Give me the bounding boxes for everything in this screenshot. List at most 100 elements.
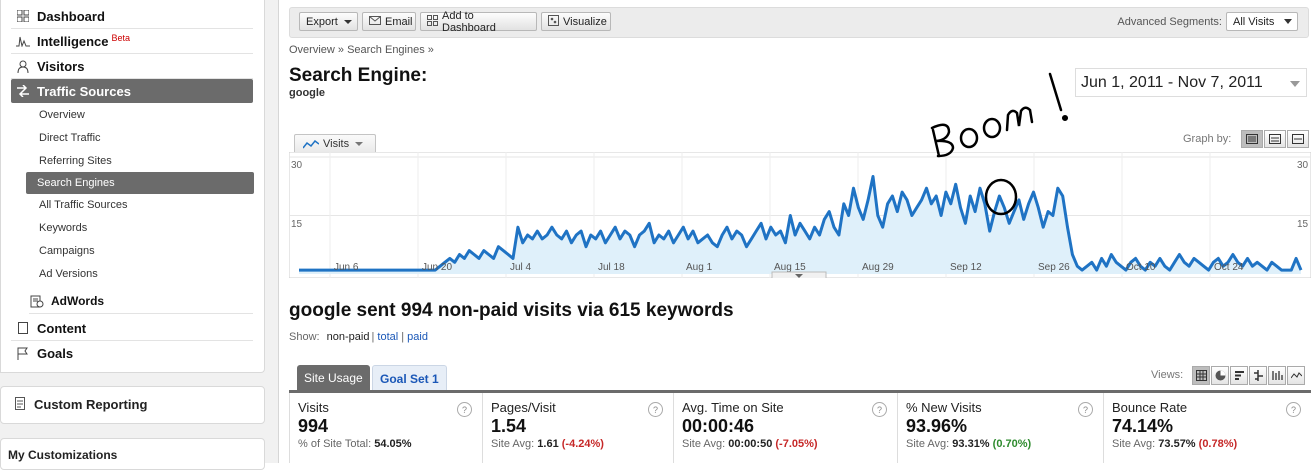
export-button[interactable]: Export [299,12,358,31]
export-label: Export [306,15,338,28]
scorecard-value: 74.14% [1112,416,1174,436]
chevron-down-icon [355,142,364,146]
person-icon [15,59,31,73]
footer-value: 1.61 [537,438,559,450]
graph-by-week-button[interactable] [1264,130,1286,148]
visualize-button[interactable]: Visualize [541,12,611,31]
my-customizations-panel[interactable]: My Customizations [0,438,265,470]
x-tick-label: Jul 4 [510,262,532,273]
view-pie-button[interactable] [1211,366,1229,385]
scorecard-label: % New Visits [906,400,982,415]
sub-nav-search-engines[interactable]: Search Engines [26,172,254,194]
adwords-icon [29,294,45,308]
pivot-icon [1271,371,1283,380]
sparkline-icon [1290,372,1302,379]
graph-by-month-button[interactable] [1287,130,1309,148]
report-icon [15,397,25,413]
sub-nav-direct-traffic[interactable]: Direct Traffic [39,132,101,144]
help-icon[interactable]: ? [1286,402,1301,417]
footer-delta: (0.78%) [1198,438,1238,450]
scorecard-footer: % of Site Total: 54.05% [298,438,474,450]
dashboard-grid-icon [427,14,438,29]
scorecards: Visits 994 % of Site Total: 54.05% ? Pag… [289,393,1311,463]
tab-goal-set-1[interactable]: Goal Set 1 [372,365,447,391]
nav-label: Content [37,320,87,336]
graph-metric-select[interactable]: Visits [294,134,376,153]
sub-nav-referring-sites[interactable]: Referring Sites [39,155,112,167]
scorecard-avg-time-on-site[interactable]: Avg. Time on Site 00:00:46 Site Avg: 00:… [674,393,898,463]
sidebar: Dashboard Intelligence Beta Visitors Tra… [0,0,279,470]
graph-metric-value: Visits [323,138,350,150]
scorecard-value: 93.96% [906,416,968,436]
nav-adwords[interactable]: AdWords [29,289,253,314]
add-to-dashboard-button[interactable]: Add to Dashboard [420,10,537,34]
sub-nav-keywords[interactable]: Keywords [39,222,88,234]
x-tick-label: Oct 24 [1214,262,1244,273]
nav-label: Intelligence [37,33,109,49]
view-comparison-button[interactable] [1249,366,1267,385]
custom-reporting-panel[interactable]: Custom Reporting [0,386,265,424]
beta-badge: Beta [111,33,131,43]
pie-icon [1215,370,1225,381]
sub-nav-overview[interactable]: Overview [39,109,85,121]
x-axis-labels: Jun 6 Jun 20 Jul 4 Jul 18 Aug 1 Aug 15 Aug 29 S… [334,262,1244,273]
tab-site-usage[interactable]: Site Usage [297,365,370,391]
sub-nav-all-traffic-sources[interactable]: All Traffic Sources [39,199,128,211]
y-tick-15: 15 [291,219,303,230]
scorecard-footer: Site Avg: 93.31% (0.70%) [906,438,1095,450]
grid-icon [15,9,31,23]
help-icon[interactable]: ? [1078,402,1093,417]
nav-intelligence[interactable]: Intelligence Beta [11,29,253,54]
nav-visitors[interactable]: Visitors [11,54,253,79]
scorecard-pages-per-visit[interactable]: Pages/Visit 1.54 Site Avg: 1.61 (-4.24%)… [483,393,674,463]
my-customizations-label: My Customizations [8,448,118,462]
view-sparkline-button[interactable] [1287,366,1305,385]
x-tick-label: Jun 20 [422,262,452,273]
footer-prefix: Site Avg: [1112,438,1159,450]
view-bar-button[interactable] [1230,366,1248,385]
sub-nav-ad-versions[interactable]: Ad Versions [39,268,98,280]
show-paid-link[interactable]: paid [407,331,428,343]
help-icon[interactable]: ? [872,402,887,417]
nav-traffic-sources[interactable]: Traffic Sources [11,79,253,103]
graph-by-label: Graph by: [1183,133,1232,145]
report-headline: google sent 994 non-paid visits via 615 … [289,300,734,321]
sub-nav-campaigns[interactable]: Campaigns [39,245,95,257]
nav-goals[interactable]: Goals [11,341,253,365]
scorecard-label: Visits [298,400,329,415]
footer-value: 93.31% [952,438,990,450]
nav-content[interactable]: Content [11,316,253,341]
footer-delta: (-4.24%) [561,438,604,450]
date-range-value: Jun 1, 2011 - Nov 7, 2011 [1081,73,1263,91]
x-tick-label: Aug 15 [774,262,806,273]
scorecard-footer: Site Avg: 00:00:50 (-7.05%) [682,438,889,450]
help-icon[interactable]: ? [457,402,472,417]
x-tick-label: Aug 29 [862,262,894,273]
x-tick-label: Sep 26 [1038,262,1070,273]
date-range-picker[interactable]: Jun 1, 2011 - Nov 7, 2011 [1075,68,1307,97]
advanced-segments-label: Advanced Segments: [1117,16,1222,28]
show-total-link[interactable]: total [377,331,399,343]
scorecard-new-visits[interactable]: % New Visits 93.96% Site Avg: 93.31% (0.… [898,393,1104,463]
graph-by-day-button[interactable] [1241,130,1263,148]
scorecard-visits[interactable]: Visits 994 % of Site Total: 54.05% ? [290,393,483,463]
scorecard-footer: Site Avg: 1.61 (-4.24%) [491,438,665,450]
nav-dashboard[interactable]: Dashboard [11,4,253,29]
show-non-paid: non-paid [326,331,370,343]
comparison-icon [1253,370,1263,381]
email-button[interactable]: Email [362,12,416,31]
chevron-down-icon [1290,81,1300,87]
page-icon [15,321,31,335]
view-table-button[interactable] [1192,366,1210,385]
scorecard-bounce-rate[interactable]: Bounce Rate 74.14% Site Avg: 73.57% (0.7… [1104,393,1311,463]
chevron-down-icon [795,274,803,278]
advanced-segments-value: All Visits [1233,15,1275,28]
envelope-icon [369,15,381,28]
help-icon[interactable]: ? [648,402,663,417]
footer-prefix: % of Site Total: [298,438,375,450]
day-icon [1246,134,1258,144]
view-term-cloud-button[interactable] [1268,366,1286,385]
breadcrumb[interactable]: Overview » Search Engines » [289,44,434,56]
footer-value: 73.57% [1158,438,1196,450]
advanced-segments-select[interactable]: All Visits [1226,12,1298,31]
